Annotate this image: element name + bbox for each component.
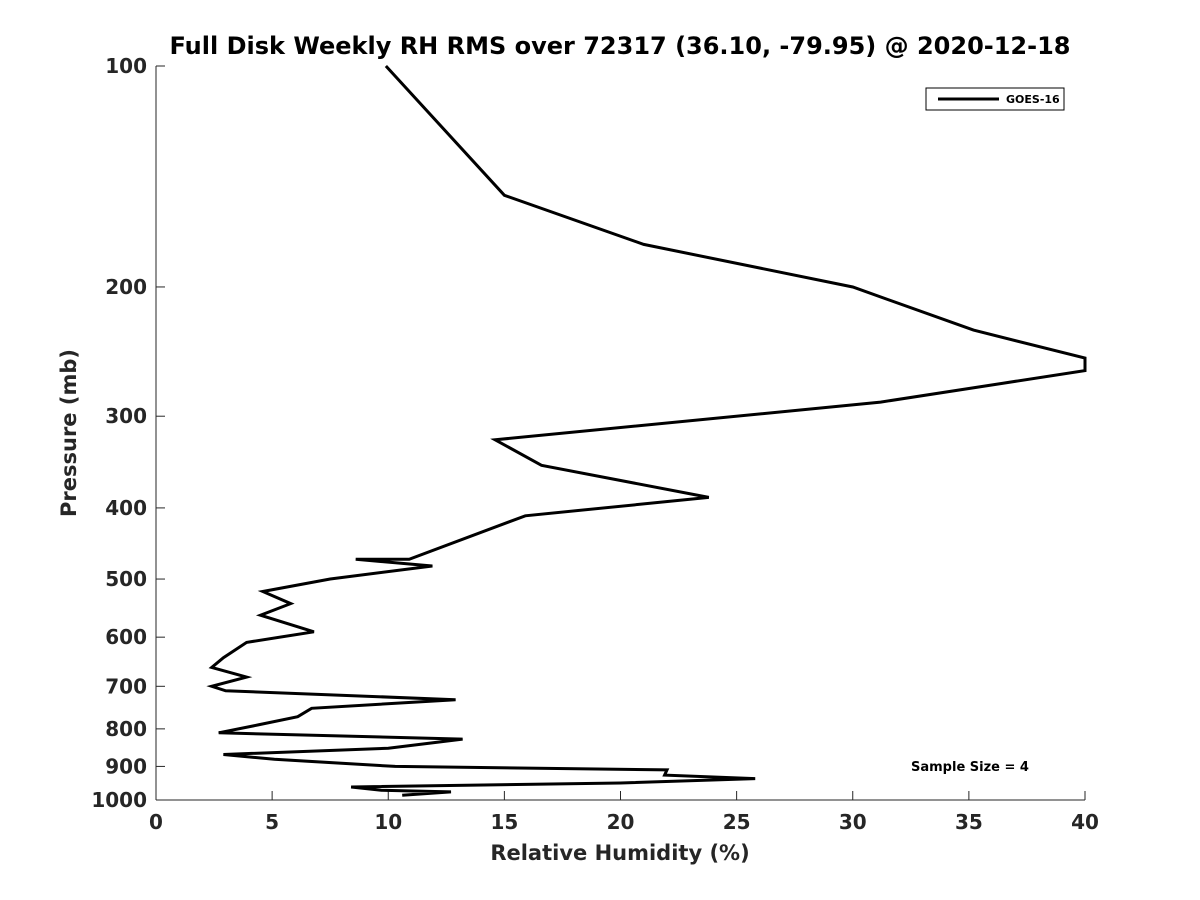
y-ticks: 100 200 300 400 500 600 700 800 900 1000 <box>91 54 165 812</box>
y-tick-label: 100 <box>105 54 147 78</box>
chart-title: Full Disk Weekly RH RMS over 72317 (36.1… <box>169 32 1070 60</box>
y-tick-label: 600 <box>105 625 147 649</box>
x-tick-label: 10 <box>374 810 402 834</box>
y-tick-label: 900 <box>105 754 147 778</box>
x-tick-label: 40 <box>1071 810 1099 834</box>
legend-label-goes16: GOES-16 <box>1006 93 1060 106</box>
x-ticks: 0 5 10 15 20 25 30 35 40 <box>149 791 1099 834</box>
legend: GOES-16 <box>925 87 1065 111</box>
y-tick-label: 1000 <box>91 788 147 812</box>
x-tick-label: 15 <box>490 810 518 834</box>
x-tick-label: 30 <box>839 810 867 834</box>
y-tick-label: 300 <box>105 404 147 428</box>
y-tick-label: 400 <box>105 496 147 520</box>
series-layer <box>206 64 1087 797</box>
y-tick-label: 200 <box>105 275 147 299</box>
y-tick-label: 700 <box>105 674 147 698</box>
y-tick-label: 800 <box>105 717 147 741</box>
y-tick-label: 500 <box>105 567 147 591</box>
sample-size-annotation: Sample Size = 4 <box>911 760 1029 775</box>
y-axis-label: Pressure (mb) <box>57 349 81 517</box>
x-tick-label: 20 <box>607 810 635 834</box>
x-tick-label: 5 <box>265 810 279 834</box>
x-axis-label: Relative Humidity (%) <box>490 841 749 865</box>
x-tick-label: 35 <box>955 810 983 834</box>
x-tick-label: 25 <box>723 810 751 834</box>
x-tick-label: 0 <box>149 810 163 834</box>
series-line-0 <box>206 64 1087 797</box>
